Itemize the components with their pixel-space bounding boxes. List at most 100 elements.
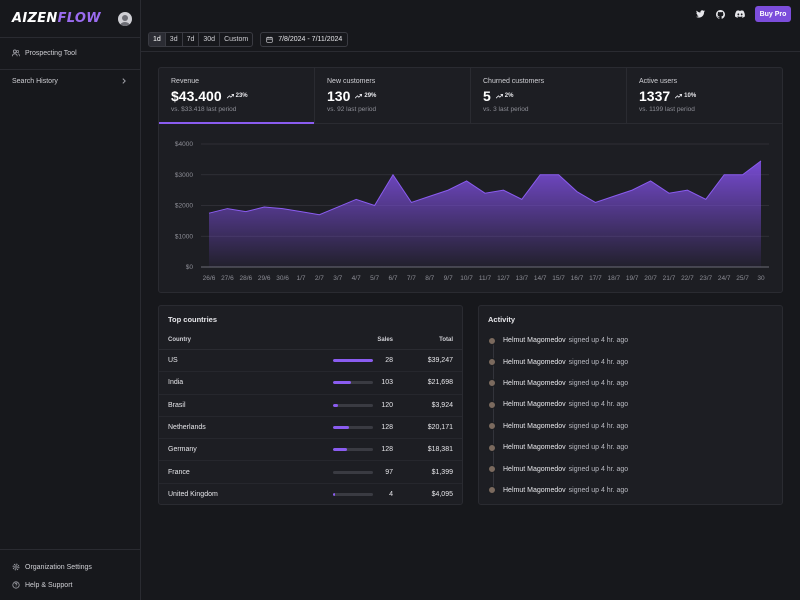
x-tick-label: 20/7 <box>644 275 657 282</box>
sidebar-item-prospecting-tool[interactable]: Prospecting Tool <box>0 44 140 62</box>
metric-new-customers[interactable]: New customers 130 29% vs. 92 last period <box>315 68 471 123</box>
x-tick-label: 17/7 <box>589 275 602 282</box>
sales-bar-fill <box>333 448 348 452</box>
app-logo[interactable]: AIZENFLOW <box>12 11 101 26</box>
table-row[interactable]: Netherlands 128 $20,171 <box>159 417 462 440</box>
trend-up-icon <box>355 93 363 99</box>
column-header-sales[interactable]: Sales <box>377 336 393 343</box>
sales-cell: 4 <box>308 491 393 498</box>
series-line <box>208 160 762 216</box>
activity-user-name[interactable]: Helmut Magomedov <box>503 379 566 387</box>
logo-part-1: AIZEN <box>12 11 58 26</box>
activity-item: Helmut Magomedov signed up 4 hr. ago <box>488 416 773 437</box>
table-row[interactable]: Germany 128 $18,381 <box>159 439 462 462</box>
github-icon[interactable] <box>715 9 725 19</box>
buy-pro-button[interactable]: Buy Pro <box>755 6 791 22</box>
sidebar-item-search-history[interactable]: Search History <box>0 72 140 90</box>
x-tick-label: 23/7 <box>699 275 712 282</box>
x-tick-label: 16/7 <box>571 275 584 282</box>
metric-change: 29% <box>364 93 377 99</box>
total-value: $1,399 <box>431 468 453 476</box>
range-30d[interactable]: 30d <box>199 33 221 46</box>
range-7d[interactable]: 7d <box>183 33 200 46</box>
x-tick-label: 22/7 <box>681 275 694 282</box>
activity-user-name[interactable]: Helmut Magomedov <box>503 422 566 430</box>
x-tick-label: 9/7 <box>444 275 453 282</box>
activity-text: signed up 4 hr. ago <box>568 379 629 387</box>
user-avatar[interactable] <box>488 443 496 452</box>
metric-label: New customers <box>327 78 376 85</box>
activity-item: Helmut Magomedov signed up 4 hr. ago <box>488 373 773 394</box>
sidebar-item-organization-settings[interactable]: Organization Settings <box>0 558 140 576</box>
x-tick-label: 27/6 <box>221 275 234 282</box>
activity-user-name[interactable]: Helmut Magomedov <box>503 444 566 452</box>
table-row[interactable]: Brasil 120 $3,924 <box>159 395 462 417</box>
range-3d[interactable]: 3d <box>166 33 183 46</box>
metrics-row: Revenue $43.400 23% vs. $33.418 last per… <box>159 68 782 124</box>
range-selector: 1d 3d 7d 30d Custom <box>148 32 254 47</box>
table-row[interactable]: United Kingdom 4 $4,095 <box>159 484 462 506</box>
total-value: $39,247 <box>427 357 453 365</box>
metric-label: Active users <box>639 78 678 85</box>
x-tick-label: 19/7 <box>626 275 639 282</box>
total-value: $4,095 <box>431 491 453 499</box>
column-header-total[interactable]: Total <box>439 336 453 343</box>
activity-item: Helmut Magomedov signed up 4 hr. ago <box>488 480 773 501</box>
user-avatar[interactable] <box>488 358 496 367</box>
total-value: $3,924 <box>431 401 453 409</box>
metric-change: 10% <box>684 93 697 99</box>
column-header-country[interactable]: Country <box>168 336 191 343</box>
activity-user-name[interactable]: Helmut Magomedov <box>503 465 566 473</box>
sales-bar <box>333 359 373 363</box>
sales-bar-fill <box>333 403 338 407</box>
user-avatar[interactable] <box>488 379 496 388</box>
y-tick-label: $2000 <box>175 203 193 210</box>
sales-bar-fill <box>333 493 335 497</box>
activity-user-name[interactable]: Helmut Magomedov <box>503 337 566 345</box>
discord-icon[interactable] <box>735 9 745 19</box>
table-row[interactable]: US 28 $39,247 <box>159 350 462 373</box>
metric-previous: vs. 3 last period <box>483 106 529 113</box>
user-avatar[interactable] <box>118 11 132 26</box>
trend-up-icon <box>675 93 683 99</box>
help-icon <box>12 581 20 589</box>
y-tick-label: $4000 <box>175 141 193 148</box>
metric-value: 5 <box>483 88 491 104</box>
table-row[interactable]: France 97 $1,399 <box>159 461 462 484</box>
sidebar-item-help-support[interactable]: Help & Support <box>0 576 140 594</box>
activity-user-name[interactable]: Helmut Magomedov <box>503 358 566 366</box>
sales-bar <box>333 403 373 407</box>
activity-user-name[interactable]: Helmut Magomedov <box>503 486 566 494</box>
country-name: Netherlands <box>168 424 206 432</box>
series-area <box>209 160 761 267</box>
sales-bar <box>333 448 373 452</box>
metric-value: 1337 <box>639 88 671 104</box>
range-custom[interactable]: Custom <box>224 36 249 43</box>
user-avatar[interactable] <box>488 400 496 409</box>
user-avatar[interactable] <box>488 486 496 495</box>
metric-active-users[interactable]: Active users 1337 10% vs. 1199 last peri… <box>627 68 782 123</box>
activity-user-name[interactable]: Helmut Magomedov <box>503 401 566 409</box>
twitter-icon[interactable] <box>695 9 705 19</box>
sales-bar <box>333 426 373 430</box>
sales-cell: 120 <box>308 402 393 409</box>
metric-previous: vs. $33.418 last period <box>171 106 237 113</box>
x-tick-label: 28/6 <box>239 275 252 282</box>
x-tick-label: 12/7 <box>497 275 510 282</box>
date-range-picker[interactable]: 7/8/2024 - 7/11/2024 <box>260 32 349 47</box>
metric-revenue[interactable]: Revenue $43.400 23% vs. $33.418 last per… <box>159 68 315 124</box>
chevron-right-icon <box>122 78 126 84</box>
activity-item: Helmut Magomedov signed up 4 hr. ago <box>488 394 773 415</box>
sidebar-item-label: Search History <box>12 77 58 85</box>
x-tick-label: 29/6 <box>258 275 271 282</box>
activity-item: Helmut Magomedov signed up 4 hr. ago <box>488 351 773 372</box>
user-avatar[interactable] <box>488 465 496 474</box>
range-1d[interactable]: 1d <box>149 33 166 46</box>
table-row[interactable]: India 103 $21,698 <box>159 372 462 395</box>
metric-churned-customers[interactable]: Churned customers 5 2% vs. 3 last period <box>471 68 627 123</box>
user-avatar[interactable] <box>488 422 496 431</box>
sales-value: 28 <box>385 357 393 365</box>
sales-cell: 128 <box>308 446 393 453</box>
user-avatar[interactable] <box>488 336 496 345</box>
x-tick-label: 10/7 <box>460 275 473 282</box>
